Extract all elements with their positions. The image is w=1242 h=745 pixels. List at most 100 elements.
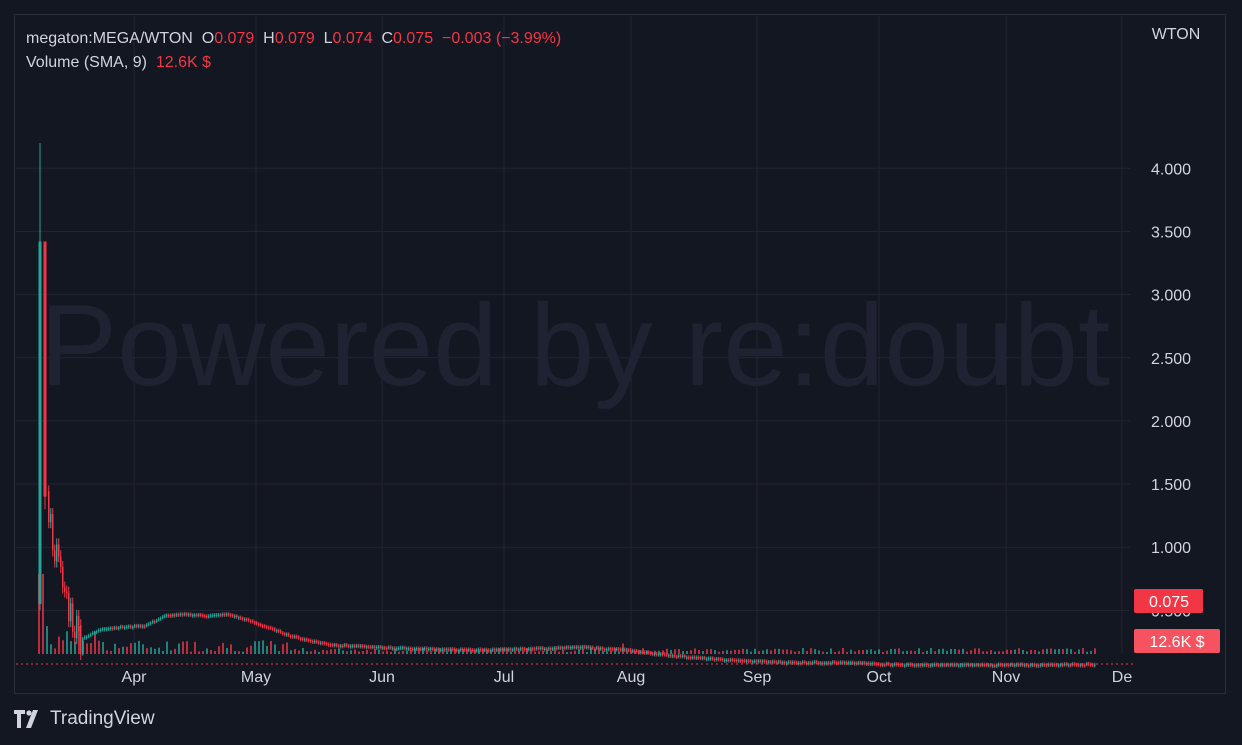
- candle-body: [62, 566, 64, 588]
- volume-bar: [966, 651, 968, 654]
- volume-bar: [610, 650, 612, 654]
- candle-body: [1012, 664, 1014, 666]
- candle-body: [548, 647, 550, 650]
- volume-bar: [330, 649, 332, 654]
- volume-bar: [890, 648, 892, 654]
- last-price-label: 0.075: [1149, 594, 1189, 611]
- volume-bar: [1030, 649, 1032, 654]
- candle-body: [520, 648, 522, 650]
- candle-body: [112, 627, 114, 630]
- candle-body: [678, 655, 680, 657]
- volume-bar: [586, 651, 588, 654]
- volume-bar: [806, 651, 808, 654]
- candle-body: [412, 648, 414, 650]
- candle-body: [760, 660, 762, 663]
- candle-body: [266, 626, 268, 628]
- chart-frame[interactable]: [14, 14, 1226, 694]
- volume-bar: [862, 650, 864, 654]
- volume-bar: [146, 648, 148, 654]
- candle-body: [1092, 664, 1094, 666]
- volume-bar: [714, 650, 716, 654]
- volume-bar: [66, 631, 68, 654]
- candle-body: [542, 647, 544, 650]
- candle-body: [168, 614, 170, 617]
- volume-bar: [682, 650, 684, 654]
- volume-bar: [342, 650, 344, 654]
- volume-indicator-value: 12.6K $: [155, 54, 211, 71]
- candle-body: [1020, 663, 1022, 666]
- candle-body: [916, 664, 918, 667]
- candle-body: [612, 648, 614, 650]
- candle-body: [922, 664, 924, 666]
- volume-bar: [334, 649, 336, 654]
- volume-bar: [698, 650, 700, 654]
- candle-body: [240, 617, 242, 619]
- candle-body: [234, 615, 236, 618]
- candle-body: [390, 646, 392, 649]
- candle-body: [224, 613, 226, 616]
- candle-body: [182, 613, 184, 616]
- volume-bar: [414, 649, 416, 654]
- candle-body: [784, 661, 786, 664]
- volume-bar: [770, 650, 772, 654]
- candle-body: [338, 645, 340, 647]
- candle-body: [264, 625, 266, 628]
- candle-body: [396, 647, 398, 650]
- candle-body: [812, 662, 814, 664]
- tradingview-logo[interactable]: TradingView: [14, 708, 155, 730]
- candle-body: [930, 664, 932, 667]
- candle-body: [334, 644, 336, 646]
- candle-body: [430, 648, 432, 650]
- candle-body: [304, 638, 306, 641]
- candle-body: [828, 662, 830, 664]
- volume-indicator-label[interactable]: Volume (SMA, 9): [26, 54, 147, 71]
- candle-body: [132, 626, 134, 629]
- symbol-name[interactable]: megaton:MEGA/WTON: [26, 30, 193, 47]
- candle-body: [242, 617, 244, 620]
- volume-bar: [302, 648, 304, 654]
- candle-body: [328, 643, 330, 646]
- open-value: 0.079: [214, 30, 255, 47]
- candle-body: [574, 646, 576, 649]
- volume-bar: [254, 641, 256, 654]
- candle-body: [786, 662, 788, 665]
- volume-bar: [974, 648, 976, 654]
- volume-bar: [574, 650, 576, 654]
- candle-body: [302, 638, 304, 640]
- open-label: O: [201, 30, 215, 47]
- ohlc-legend: megaton:MEGA/WTON O0.079 H0.079 L0.074 C…: [26, 30, 561, 48]
- candle-body: [220, 614, 222, 616]
- candle-body: [206, 615, 208, 618]
- candle-body: [544, 648, 546, 651]
- candle-body: [222, 613, 224, 616]
- candle-body: [822, 662, 824, 665]
- candle-body: [710, 657, 712, 660]
- volume-bar: [186, 641, 188, 654]
- x-tick-label: De: [1112, 669, 1133, 686]
- candle-body: [194, 614, 196, 617]
- candle-body: [1002, 664, 1004, 666]
- volume-bar: [234, 651, 236, 654]
- volume-bar: [114, 643, 116, 654]
- candle-body: [434, 648, 436, 651]
- candle-body: [724, 659, 726, 662]
- candle-body: [248, 619, 250, 621]
- candle-body: [732, 659, 734, 661]
- candle-body: [116, 627, 118, 629]
- volume-bar: [826, 651, 828, 654]
- candle-body: [928, 664, 930, 667]
- candle-body: [684, 655, 686, 658]
- candle-body: [634, 650, 636, 652]
- high-value: 0.079: [274, 30, 315, 47]
- volume-bar: [266, 646, 268, 654]
- candle-body: [670, 654, 672, 657]
- candle-body: [974, 664, 976, 666]
- volume-bar: [534, 651, 536, 654]
- candle-body: [422, 648, 424, 650]
- candles: [38, 143, 1096, 669]
- candle-body: [120, 626, 122, 628]
- volume-bar: [550, 651, 552, 654]
- volume-bar: [774, 648, 776, 654]
- candle-body: [1036, 664, 1038, 667]
